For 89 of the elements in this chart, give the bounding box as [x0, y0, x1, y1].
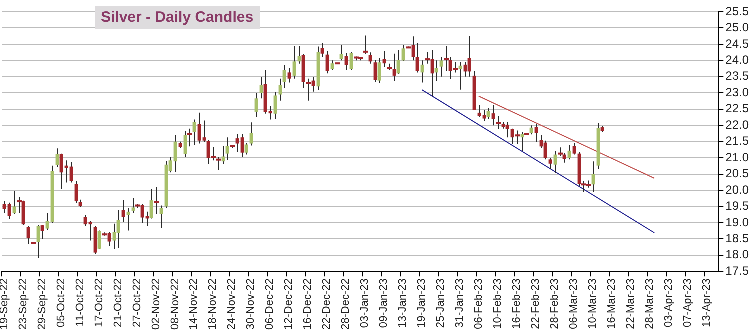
candlestick — [236, 134, 240, 153]
candlestick — [274, 92, 278, 120]
x-tick-label: 13-Apr-23 — [700, 278, 713, 328]
x-tick-label: 06-Feb-23 — [473, 278, 486, 330]
x-tick-label: 25-Jan-23 — [435, 278, 448, 328]
candlestick — [132, 198, 136, 214]
y-tick-label: 20.5 — [726, 166, 750, 181]
x-tick-label: 07-Apr-23 — [682, 278, 694, 328]
y-tick-label: 20.0 — [726, 182, 750, 197]
candlestick — [453, 62, 458, 74]
y-tick-label: 22.0 — [726, 118, 750, 132]
y-tick-label: 18.0 — [726, 248, 750, 262]
x-tick-label: 16-Mar-23 — [606, 278, 618, 330]
candlestick — [534, 123, 538, 143]
candlestick — [363, 35, 368, 55]
y-tick-label: 22.5 — [726, 102, 750, 116]
candlestick — [340, 44, 344, 62]
x-tick-label: 13-Jan-23 — [397, 278, 410, 328]
candlestick — [515, 130, 520, 145]
x-tick-label: 09-Jan-23 — [378, 278, 390, 328]
candlestick — [40, 225, 44, 240]
chart-title: Silver - Daily Candles — [95, 6, 260, 29]
candlestick — [36, 225, 40, 258]
x-tick-label: 21-Oct-22 — [112, 278, 124, 328]
x-tick-label: 16-Feb-23 — [510, 278, 523, 330]
x-tick-label: 27-Oct-22 — [131, 278, 144, 328]
x-tick-label: 28-Mar-23 — [644, 278, 656, 330]
candlestick — [216, 156, 221, 171]
y-tick-label: 19.5 — [726, 199, 750, 214]
candlestick — [154, 186, 159, 216]
x-tick-label: 28-Feb-23 — [548, 278, 561, 330]
x-tick-label: 22-Mar-23 — [624, 278, 637, 330]
x-tick-label: 30-Nov-22 — [245, 278, 258, 330]
y-tick-label: 18.5 — [726, 231, 750, 246]
x-tick-label: 03-Apr-23 — [662, 278, 675, 328]
y-tick-label: 23.0 — [726, 85, 750, 100]
x-tick-label: 03-Jan-23 — [359, 278, 372, 328]
x-tick-label: 19-Jan-23 — [416, 278, 428, 328]
x-tick-label: 10-Feb-23 — [492, 278, 504, 330]
candlestick — [202, 120, 206, 143]
x-tick-label: 22-Dec-22 — [321, 278, 334, 330]
x-tick-label: 06-Mar-23 — [568, 278, 580, 330]
candlestick — [482, 110, 486, 122]
y-tick-label: 19.0 — [726, 215, 750, 230]
y-tick-label: 25.0 — [726, 20, 750, 35]
candlestick — [306, 78, 311, 102]
x-tick-label: 05-Oct-22 — [55, 278, 68, 328]
candlestick — [288, 68, 292, 84]
candlestick — [548, 158, 552, 170]
candlestick — [244, 142, 248, 156]
x-tick-label: 11-Oct-22 — [74, 278, 86, 327]
candlestick — [350, 52, 354, 71]
x-tick-label: 28-Dec-22 — [340, 278, 352, 330]
y-tick-label: 24.5 — [726, 36, 750, 51]
x-tick-label: 14-Nov-22 — [188, 278, 200, 330]
x-tick-label: 17-Oct-22 — [93, 278, 106, 328]
y-tick-label: 21.5 — [726, 134, 750, 148]
candlestick — [254, 92, 258, 118]
x-tick-label: 12-Dec-22 — [283, 278, 296, 330]
candlestick — [330, 60, 334, 71]
x-tick-label: 22-Feb-23 — [530, 278, 542, 330]
candlestick — [440, 56, 444, 78]
y-tick-label: 24.0 — [726, 52, 750, 67]
x-tick-label: 24-Nov-22 — [226, 278, 238, 330]
x-tick-label: 19-Sep-22 — [0, 278, 10, 330]
x-tick-label: 10-Mar-23 — [586, 278, 599, 330]
x-tick-label: 31-Jan-23 — [454, 278, 466, 328]
x-tick-label: 16-Dec-22 — [302, 278, 314, 330]
candlestick — [572, 142, 576, 156]
x-tick-label: 18-Nov-22 — [207, 278, 220, 330]
candlestick — [278, 78, 282, 102]
x-tick-label: 06-Dec-22 — [264, 278, 276, 330]
candlestick — [222, 146, 226, 165]
candlestick — [292, 46, 296, 80]
x-tick-label: 29-Sep-22 — [36, 278, 48, 330]
candlestick — [320, 42, 324, 58]
candlestick — [378, 58, 382, 84]
y-tick-label: 17.5 — [726, 264, 750, 278]
candlestick — [240, 134, 244, 158]
candlestick — [2, 201, 6, 214]
y-tick-label: 25.5 — [726, 4, 750, 18]
x-tick-label: 23-Sep-22 — [17, 278, 30, 330]
y-tick-label: 21.0 — [726, 150, 750, 164]
candlestick — [492, 104, 496, 126]
y-tick-label: 23.5 — [726, 69, 750, 84]
x-tick-label: 08-Nov-22 — [169, 278, 182, 330]
candlestick — [496, 116, 501, 130]
x-tick-label: 02-Nov-22 — [150, 278, 162, 330]
candlestick — [12, 190, 16, 215]
